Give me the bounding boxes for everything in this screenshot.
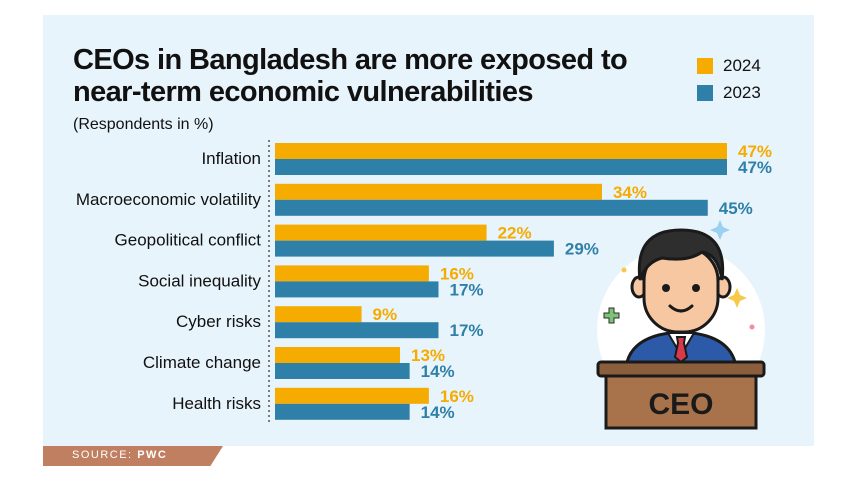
category-label-geopolitical-conflict: Geopolitical conflict: [115, 231, 262, 250]
ceo-tie: [673, 336, 689, 364]
value-label-social-inequality-2023: 17%: [449, 280, 483, 299]
sparkle-icon: [727, 288, 747, 308]
value-label-geopolitical-conflict-2024: 22%: [498, 224, 532, 243]
source-value: PWC: [137, 449, 168, 461]
value-label-climate-change-2024: 13%: [411, 346, 445, 365]
ceo-hair: [637, 228, 725, 281]
legend-swatch-2024: [697, 58, 713, 74]
bar-geopolitical-conflict-2024: [275, 224, 487, 241]
source-label: SOURCE:: [72, 449, 133, 461]
bar-social-inequality-2024: [275, 265, 429, 282]
value-label-health-risks-2023: 14%: [421, 403, 455, 422]
value-label-inflation-2023: 47%: [738, 158, 772, 177]
ceo-illustration: CEO: [596, 220, 766, 430]
category-label-cyber-risks: Cyber risks: [176, 312, 261, 331]
title-line-2: near-term economic vulnerabilities: [73, 76, 533, 108]
bar-climate-change-2023: [275, 363, 410, 379]
legend-label-2023: 2023: [723, 83, 761, 102]
plus-icon: [603, 307, 620, 324]
bar-health-risks-2024: [275, 387, 429, 404]
chart-subtitle: (Respondents in %): [73, 116, 214, 133]
podium-body: [604, 374, 758, 430]
value-label-geopolitical-conflict-2023: 29%: [565, 240, 599, 259]
value-label-macroeconomic-volatility-2023: 45%: [719, 199, 753, 218]
bars-group: 47%47%34%45%22%29%16%17%9%17%13%14%16%14…: [275, 142, 772, 422]
ceo-smile: [668, 304, 694, 313]
dot-decoration: [749, 324, 755, 330]
value-label-health-risks-2024: 16%: [440, 387, 474, 406]
value-label-climate-change-2023: 14%: [421, 362, 455, 381]
category-label-macroeconomic-volatility: Macroeconomic volatility: [76, 190, 262, 209]
category-label-climate-change: Climate change: [143, 353, 261, 372]
source-credit: SOURCE: PWC: [72, 449, 167, 461]
legend-item-2023: 2023: [697, 83, 761, 103]
bar-cyber-risks-2024: [275, 306, 362, 323]
value-label-cyber-risks-2023: 17%: [449, 321, 483, 340]
bar-health-risks-2023: [275, 403, 410, 420]
value-label-social-inequality-2024: 16%: [440, 264, 474, 283]
category-label-health-risks: Health risks: [172, 394, 261, 413]
value-label-inflation-2024: 47%: [738, 142, 772, 161]
bar-inflation-2024: [275, 143, 727, 159]
bar-macroeconomic-volatility-2023: [275, 199, 708, 216]
legend-item-2024: 2024: [697, 56, 761, 76]
bar-climate-change-2024: [275, 347, 401, 363]
bar-macroeconomic-volatility-2024: [275, 183, 602, 200]
source-bar: [43, 446, 223, 466]
category-label-social-inequality: Social inequality: [138, 271, 261, 290]
dot-decoration: [621, 267, 627, 273]
bar-geopolitical-conflict-2023: [275, 240, 554, 257]
ceo-eye-right: [692, 284, 700, 292]
value-label-cyber-risks-2024: 9%: [373, 305, 398, 324]
legend-label-2024: 2024: [723, 56, 761, 75]
bar-inflation-2023: [275, 159, 727, 175]
legend-swatch-2023: [697, 85, 713, 101]
title-line-1: CEOs in Bangladesh are more exposed to: [73, 44, 628, 76]
podium-label: CEO: [648, 388, 713, 421]
bar-social-inequality-2023: [275, 281, 439, 298]
ceo-eye-left: [662, 284, 670, 292]
value-label-macroeconomic-volatility-2024: 34%: [613, 183, 647, 202]
category-label-inflation: Inflation: [201, 149, 261, 168]
podium-top: [596, 360, 766, 378]
sparkle-icon: [710, 220, 730, 240]
bar-cyber-risks-2023: [275, 322, 439, 339]
chart-title: CEOs in Bangladesh are more exposed to n…: [73, 44, 633, 108]
